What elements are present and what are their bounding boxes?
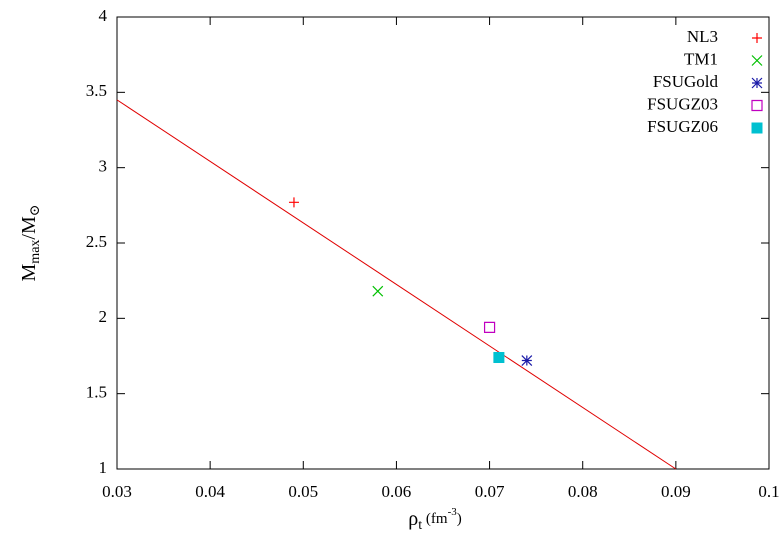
- data-point: [521, 355, 533, 366]
- x-tick-label: 0.03: [102, 482, 132, 501]
- y-tick-label: 3: [99, 157, 108, 176]
- x-axis-label-part: t: [418, 518, 422, 533]
- data-point: [493, 352, 505, 364]
- y-axis-label: Mmax/M⊙: [18, 205, 44, 282]
- fit-line: [116, 99, 677, 470]
- x-tick-label: 0.08: [568, 482, 598, 501]
- x-axis-label-part: ): [457, 511, 462, 527]
- data-point: [288, 197, 299, 208]
- legend-label: FSUGold: [653, 72, 719, 91]
- y-tick-label: 2.5: [86, 232, 107, 251]
- x-axis-label: ρt (fm-3): [408, 506, 461, 534]
- y-axis-label-part: /M: [18, 216, 40, 240]
- legend-label: TM1: [684, 49, 718, 68]
- x-tick-label: 0.1: [758, 482, 779, 501]
- y-tick-label: 4: [99, 6, 108, 25]
- y-tick-label: 1: [99, 458, 108, 477]
- y-axis-label-part: max: [28, 240, 43, 264]
- y-tick-label: 2: [99, 307, 108, 326]
- x-tick-label: 0.04: [195, 482, 225, 501]
- x-tick-label: 0.09: [661, 482, 691, 501]
- x-axis-label-part: ρ: [408, 508, 418, 530]
- legend-marker: [751, 99, 763, 112]
- legend-marker: [751, 122, 763, 134]
- legend-marker: [751, 55, 763, 66]
- y-axis-label-part: ⊙: [28, 205, 43, 217]
- x-tick-label: 0.05: [288, 482, 318, 501]
- y-tick-label: 1.5: [86, 383, 107, 402]
- legend-label: NL3: [687, 27, 718, 46]
- x-axis-label-part: -3: [448, 506, 458, 518]
- y-axis-label-part: M: [18, 263, 40, 281]
- legend-label: FSUGZ06: [647, 117, 718, 136]
- x-tick-label: 0.06: [382, 482, 412, 501]
- data-point: [372, 285, 384, 297]
- x-tick-label: 0.07: [475, 482, 505, 501]
- legend-marker: [751, 77, 763, 89]
- x-axis-label-part: (fm: [422, 511, 448, 527]
- y-tick-label: 3.5: [86, 81, 107, 100]
- data-point: [483, 321, 496, 333]
- legend-marker: [752, 33, 762, 43]
- legend-label: FSUGZ03: [647, 94, 718, 113]
